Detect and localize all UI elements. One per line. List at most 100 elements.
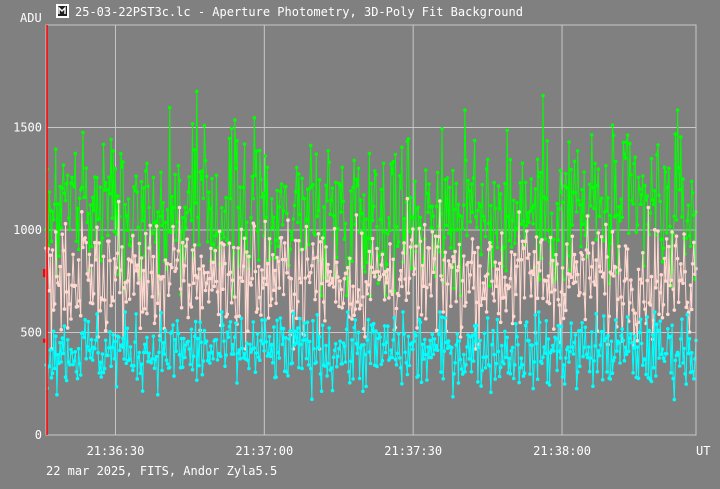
data-point — [596, 349, 601, 353]
data-point — [110, 295, 114, 300]
data-point — [163, 258, 168, 262]
data-point — [425, 378, 429, 382]
data-point — [567, 140, 571, 144]
data-point — [443, 316, 448, 320]
data-point — [215, 290, 220, 294]
data-point — [515, 335, 519, 339]
data-point — [146, 184, 150, 189]
data-point — [281, 292, 286, 297]
data-point — [111, 299, 116, 303]
data-point — [163, 328, 168, 333]
data-point — [555, 368, 559, 373]
data-point — [503, 181, 507, 186]
data-point — [583, 233, 588, 237]
data-point — [486, 247, 491, 252]
series-line — [45, 198, 697, 349]
data-point — [248, 342, 252, 347]
data-point — [572, 340, 577, 345]
data-point — [459, 214, 464, 219]
data-point — [467, 357, 472, 361]
data-point — [597, 214, 602, 218]
data-point — [212, 284, 216, 289]
data-point — [264, 340, 269, 344]
data-point — [471, 286, 476, 290]
data-point — [387, 296, 391, 300]
data-point — [507, 284, 512, 289]
data-point — [338, 183, 342, 188]
data-point — [604, 336, 608, 341]
data-point — [258, 295, 262, 300]
data-point — [656, 143, 660, 147]
data-point — [528, 209, 532, 214]
data-point — [263, 219, 268, 224]
data-point — [361, 389, 365, 394]
data-point — [458, 335, 463, 339]
data-point — [382, 324, 387, 328]
data-point — [199, 340, 203, 345]
data-point — [269, 297, 274, 301]
data-point — [186, 315, 190, 320]
data-point — [688, 244, 693, 249]
data-point — [278, 189, 283, 194]
data-point — [50, 209, 55, 214]
data-point — [672, 214, 677, 219]
data-point — [564, 356, 568, 360]
data-point — [268, 303, 273, 308]
data-point — [451, 254, 455, 259]
data-point — [233, 335, 237, 340]
data-point — [560, 200, 565, 204]
data-point — [560, 266, 565, 270]
data-point — [74, 370, 79, 374]
data-point — [457, 339, 462, 343]
data-point — [633, 334, 637, 339]
data-point — [98, 185, 103, 190]
data-point — [585, 355, 590, 360]
data-point — [108, 330, 112, 334]
data-point — [54, 334, 58, 339]
data-point — [434, 328, 439, 333]
data-point — [263, 318, 268, 322]
data-point — [377, 277, 381, 282]
data-point — [477, 345, 481, 350]
data-point — [166, 293, 171, 298]
data-point — [394, 224, 399, 229]
data-point — [685, 300, 690, 305]
data-point — [398, 277, 402, 282]
data-point — [495, 245, 500, 250]
data-point — [413, 267, 417, 271]
data-point — [484, 310, 489, 314]
data-point — [456, 202, 461, 207]
data-point — [91, 208, 96, 213]
data-point — [183, 205, 187, 210]
data-point — [681, 281, 685, 286]
data-point — [61, 163, 66, 167]
data-point — [417, 226, 422, 231]
data-point — [692, 240, 696, 245]
data-point — [224, 353, 228, 357]
data-point — [434, 204, 439, 209]
data-point — [199, 254, 203, 259]
data-point — [556, 324, 560, 328]
data-point — [493, 206, 498, 211]
data-point — [582, 345, 586, 350]
data-point — [89, 337, 94, 342]
data-point — [676, 165, 681, 170]
data-point — [422, 337, 427, 342]
data-point — [81, 130, 85, 135]
data-point — [299, 342, 303, 347]
data-point — [547, 383, 552, 387]
data-point — [549, 290, 554, 294]
data-point — [285, 370, 289, 374]
data-point — [590, 264, 594, 269]
data-point — [573, 333, 578, 337]
data-point — [402, 216, 406, 221]
data-point — [119, 268, 123, 272]
data-point — [267, 237, 272, 241]
data-point — [51, 308, 56, 312]
data-point — [289, 229, 294, 234]
data-point — [407, 229, 412, 234]
data-point — [205, 270, 210, 275]
data-point — [107, 239, 111, 243]
data-point — [247, 254, 251, 259]
data-point — [176, 249, 181, 253]
